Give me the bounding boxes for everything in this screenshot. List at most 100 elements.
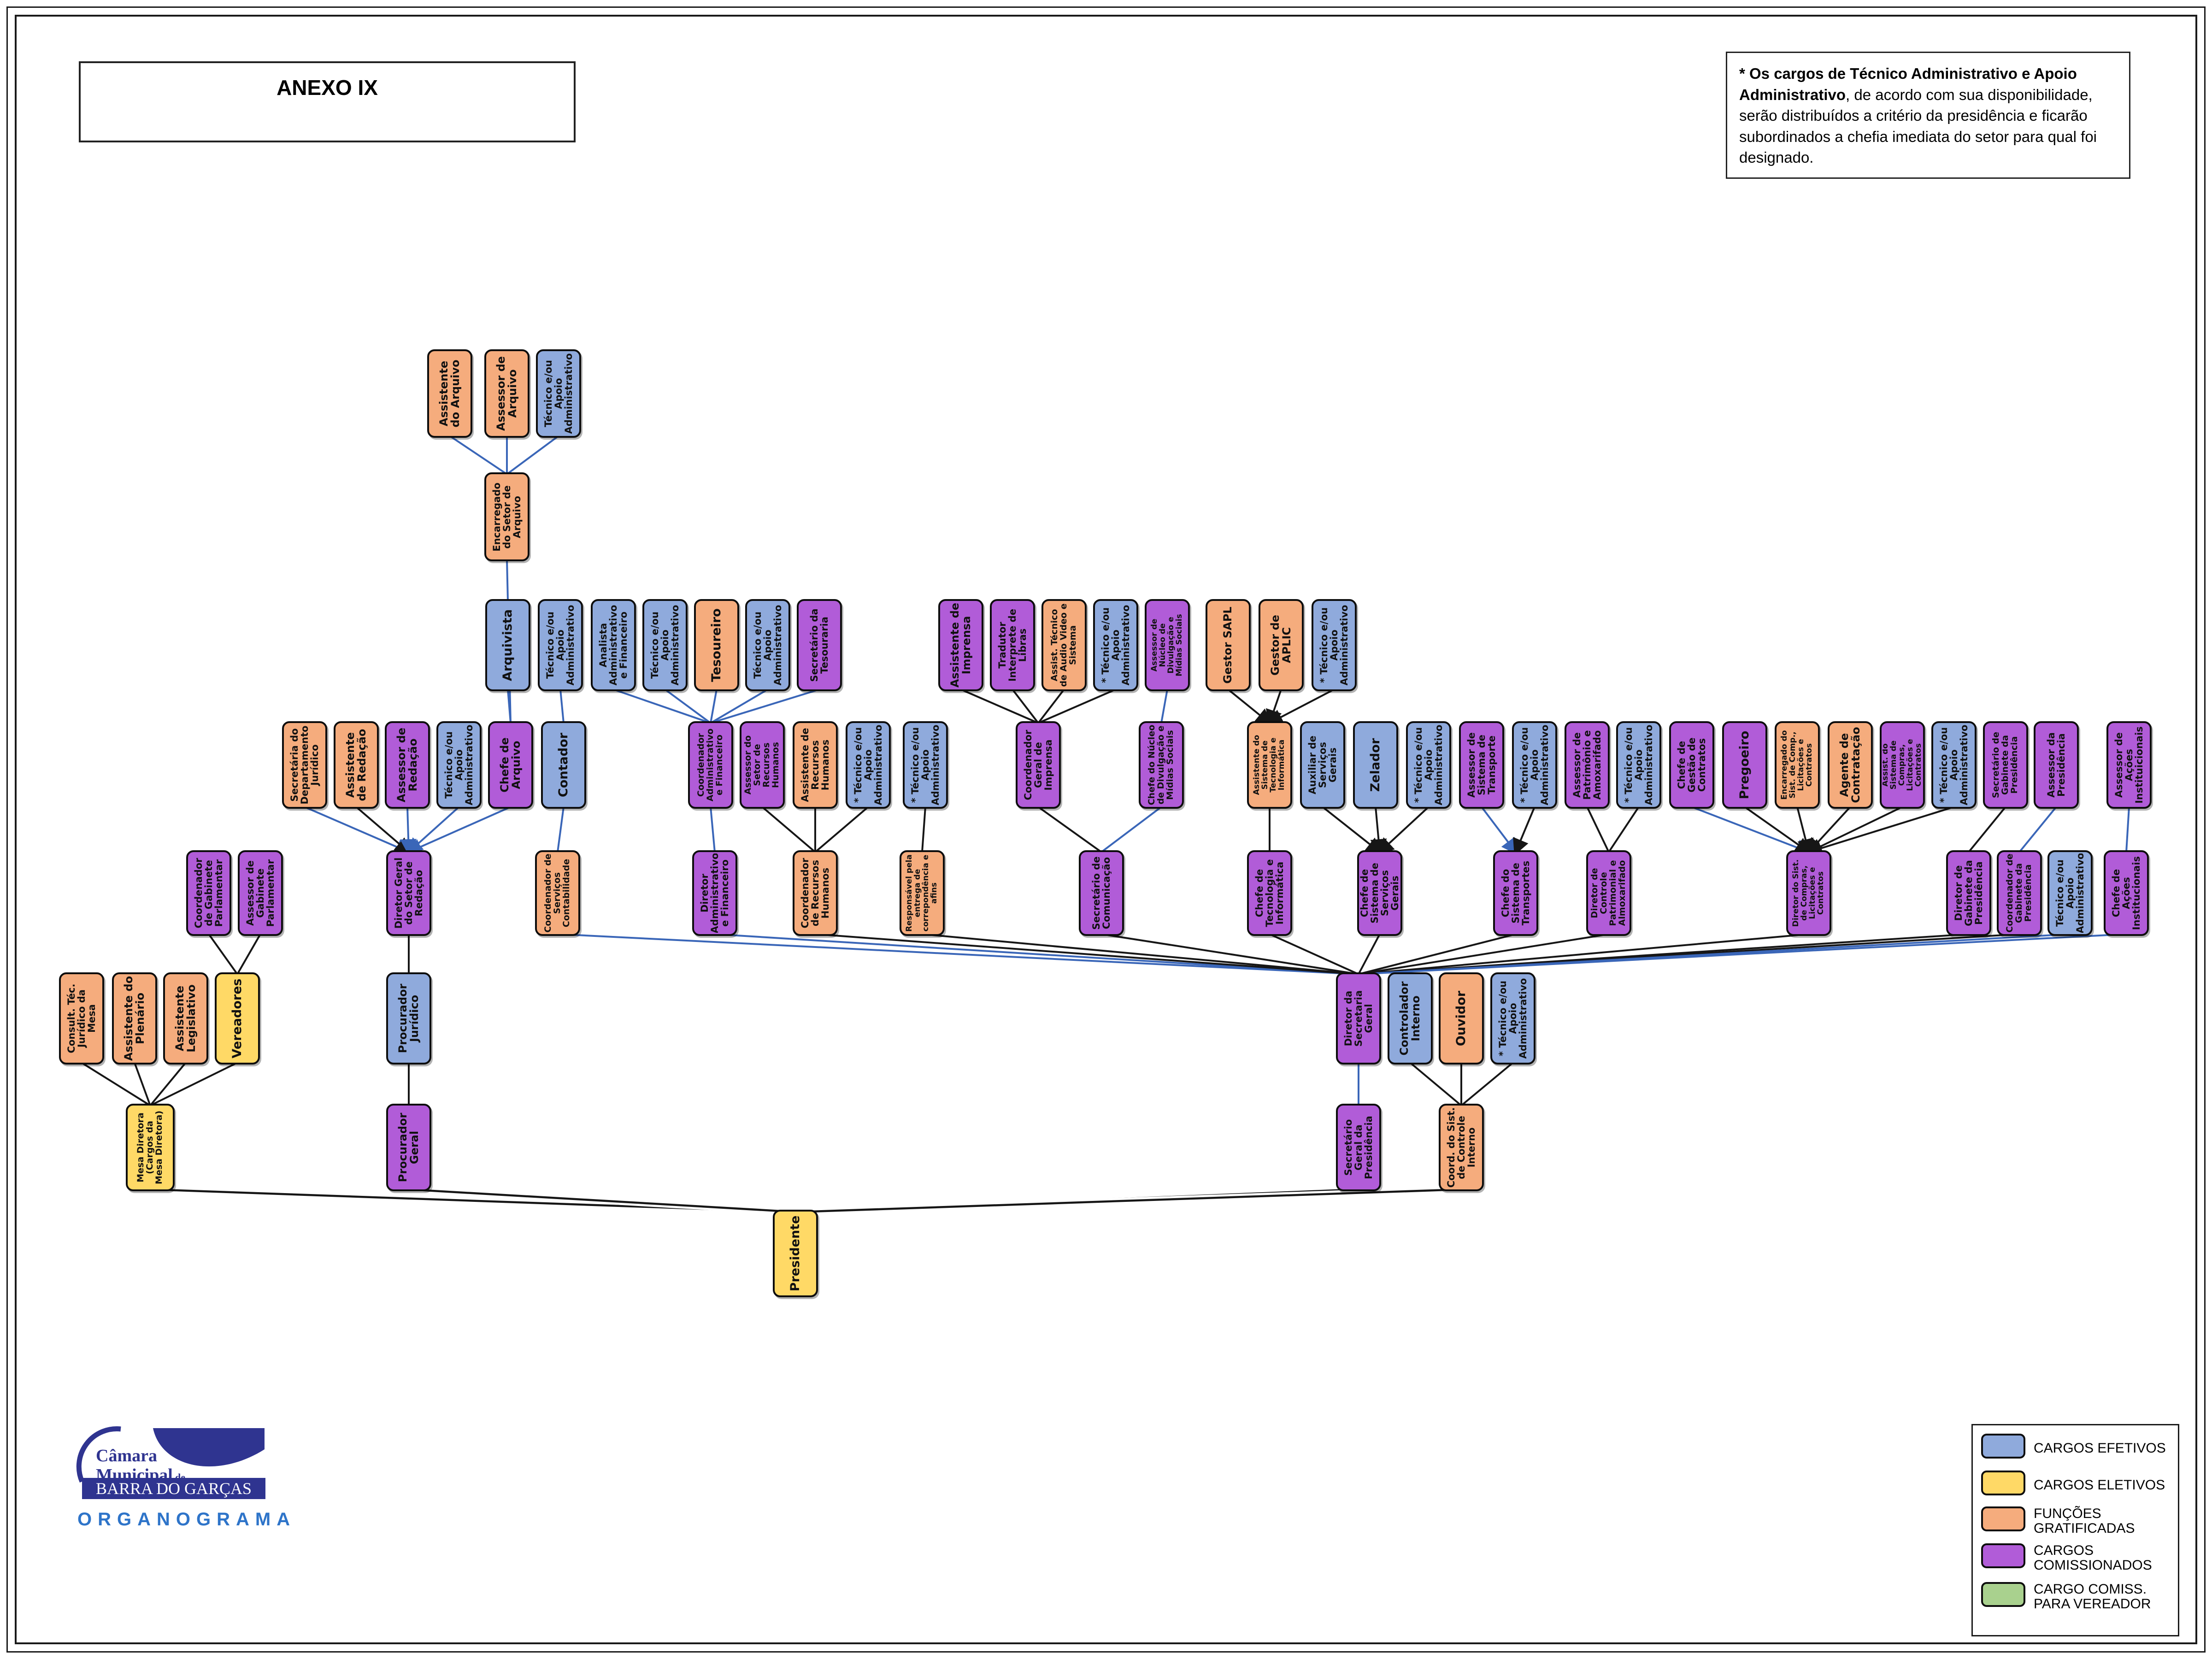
org-node-label: Vereadores: [229, 978, 244, 1059]
org-node-f2: Procurador Geral: [386, 1104, 431, 1191]
org-node-label: Assist. do Sistema de Compras, Licitaçõe…: [1883, 739, 1922, 791]
org-node-b7: Secretário da Tesouraria: [797, 599, 842, 691]
org-node-e8: Ouvidor: [1439, 972, 1484, 1065]
org-node-e4: Vereadores: [215, 972, 260, 1065]
org-node-d15: Coordenador de Gabinete da Presidência: [1997, 850, 2042, 936]
org-node-label: Assessor de Redação: [394, 727, 419, 803]
org-node-label: Chefe do Sistema de Transportes: [1500, 860, 1532, 926]
org-node-d1: Coordenador de Gabinete Parlamentar: [186, 850, 231, 936]
legend-item-comissionado: CARGOS COMISSIONADOS: [1981, 1543, 2165, 1573]
legend-label: FUNÇÕES GRATIFICADAS: [2034, 1506, 2135, 1536]
org-node-label: Técnico e/ou Apoio Administrativo: [542, 353, 575, 434]
org-node-label: Técnico e/ou Apoio Administrativo: [443, 724, 475, 806]
org-node-label: Coordenador Administrativo e Financeiro: [696, 728, 724, 802]
org-node-label: * Técnico e/ou Apoio Administrativo: [852, 724, 884, 806]
org-node-c26: Assist. do Sistema de Compras, Licitaçõe…: [1880, 721, 1925, 809]
org-node-label: Consult. Téc. Jurídico da Mesa: [65, 983, 98, 1053]
org-node-label: Tesoureiro: [709, 608, 724, 682]
org-node-d12: Diretor de Controle Patrimonial e Almoxa…: [1586, 850, 1631, 936]
org-node-label: Assistente do Arquivo: [437, 359, 462, 428]
org-node-label: Gestor de APLIC: [1268, 615, 1293, 676]
org-node-e5: Procurador Jurídico: [386, 972, 431, 1065]
org-node-label: Secretário de Comunicação: [1090, 856, 1112, 930]
org-node-c27: * Técnico e/ou Apoio Administrativo: [1931, 721, 1977, 809]
org-node-f3: Secretário Geral da Presidência: [1336, 1104, 1381, 1191]
logo-line1: Câmara: [96, 1446, 157, 1465]
org-node-c19: * Técnico e/ou Apoio Administrativo: [1512, 721, 1557, 809]
org-node-label: Assessor de Ações Instituicionais: [2113, 726, 2145, 804]
org-node-c2: Assistente de Redação: [334, 721, 379, 809]
logo-banner: BARRA DO GARÇAS: [82, 1478, 265, 1499]
org-node-label: Gestor SAPL: [1221, 606, 1235, 684]
org-node-b5: Tesoureiro: [694, 599, 739, 691]
org-node-label: Diretor Administrativo e Financeiro: [699, 853, 731, 933]
org-node-b14: Gestor de APLIC: [1259, 599, 1304, 691]
org-node-label: Assistente de Imprensa: [948, 602, 973, 688]
org-node-c1: Secretária do Departamento Jurídico: [282, 721, 327, 809]
org-node-b15: * Técnico e/ou Apoio Administrativo: [1312, 599, 1357, 691]
org-node-c25: Agente de Contratação: [1828, 721, 1873, 809]
legend-label: CARGOS EFETIVOS: [2034, 1441, 2166, 1456]
org-node-b1: Arquivista: [485, 599, 530, 691]
org-node-c23: Pregoeiro: [1722, 721, 1767, 809]
org-node-label: Chefe de Arquivo: [498, 737, 523, 793]
org-node-b8: Assistente de Imprensa: [938, 599, 983, 691]
org-node-e1: Consult. Téc. Jurídico da Mesa: [59, 972, 104, 1065]
org-node-c11: * Técnico e/ou Apoio Administrativo: [903, 721, 948, 809]
org-node-label: Analista Administrativo e Financeiro: [597, 605, 629, 686]
org-node-label: Assistente do Plenário: [122, 976, 147, 1061]
legend-swatch-eletivo: [1981, 1471, 2025, 1495]
legend-item-verde: CARGO COMISS. PARA VEREADOR: [1981, 1582, 2165, 1612]
org-node-d2: Assessor de Gabinete Parlamentar: [238, 850, 283, 936]
org-node-d17: Chefe de Ações Institucionais: [2104, 850, 2149, 936]
org-node-label: Coordenador de Recursos Humanos: [799, 858, 831, 929]
org-node-label: Pregoeiro: [1737, 730, 1752, 800]
legend-swatch-verde: [1981, 1582, 2025, 1607]
org-node-label: * Técnico e/ou Apoio Administrativo: [1938, 724, 1970, 806]
legend-item-gratificada: FUNÇÕES GRATIFICADAS: [1981, 1506, 2165, 1536]
org-node-d3: Diretor Geral do Setor de Redação: [386, 850, 431, 936]
org-node-label: Chefe de Gestão de Contratos: [1676, 737, 1708, 793]
org-node-a2: Assessor de Arquivo: [484, 349, 529, 438]
footnote-box: * Os cargos de Técnico Administrativo e …: [1726, 52, 2130, 179]
org-node-label: Assist. Técnico de Audio Video e Sistema: [1049, 603, 1078, 687]
legend-label: CARGOS ELETIVOS: [2034, 1477, 2165, 1493]
org-node-c12: Coordenador Geral de Imprensa: [1016, 721, 1061, 809]
org-node-e3: Assistente Legislativo: [163, 972, 208, 1065]
org-node-b12: Assessor de Núcleo de Divulgação e Mídia…: [1145, 599, 1190, 691]
org-node-label: Assessor de Gabinete Parlamentar: [244, 859, 276, 927]
legend-swatch-gratificada: [1981, 1506, 2025, 1531]
org-node-d14: Diretor de Gabinete da Presidência: [1946, 850, 1991, 936]
org-node-label: Secretário Geral da Presidência: [1342, 1116, 1375, 1179]
org-node-c8: Assessor do Setor de Recursos Humanos: [740, 721, 785, 809]
org-node-label: Diretor Geral do Setor de Redação: [393, 857, 425, 929]
org-node-a3: Técnico e/ou Apoio Administrativo: [536, 349, 581, 438]
org-node-c24: Encarregado do Sist. de Comp., Licitaçõe…: [1775, 721, 1820, 809]
org-node-d8: Secretário de Comunicação: [1079, 850, 1124, 936]
legend-item-eletivo: CARGOS ELETIVOS: [1981, 1471, 2165, 1500]
org-node-c13: Chefe do Núcleo de Divulgação e Mídias S…: [1139, 721, 1184, 809]
title-box: ANEXO IX: [79, 61, 576, 142]
footnote-bold: Técnico Administrativo e Apoio Administr…: [1739, 65, 2077, 103]
legend-item-efetivo: CARGOS EFETIVOS: [1981, 1434, 2166, 1463]
org-node-label: Ouvidor: [1453, 990, 1468, 1047]
legend-swatch-efetivo: [1981, 1434, 2025, 1459]
org-node-c14: Assistente do Sistema de Tecnologia e In…: [1247, 721, 1292, 809]
org-node-label: Encarregado do Sist. de Comp., Licitaçõe…: [1780, 730, 1814, 800]
org-node-f4: Coord. do Sist. de Controle Interno: [1439, 1104, 1484, 1191]
org-node-c10: * Técnico e/ou Apoio Administrativo: [846, 721, 891, 809]
org-node-p: Presidente: [773, 1210, 818, 1297]
org-node-c22: Chefe de Gestão de Contratos: [1669, 721, 1714, 809]
org-node-label: Assistente de Redação: [343, 729, 368, 801]
org-node-b3: Analista Administrativo e Financeiro: [591, 599, 636, 691]
org-node-label: * Técnico e/ou Apoio Administrativo: [1518, 724, 1551, 806]
org-node-label: Diretor de Controle Patrimonial e Almoxa…: [1589, 860, 1627, 926]
org-node-label: Técnico e/ou Apoio Administrativo: [544, 605, 577, 686]
org-node-d11: Chefe do Sistema de Transportes: [1493, 850, 1538, 936]
org-node-label: Assessor do Setor de Recursos Humanos: [743, 735, 781, 795]
org-node-label: * Técnico e/ou Apoio Administrativo: [1623, 724, 1655, 806]
org-node-label: Coordenador Geral de Imprensa: [1022, 729, 1054, 800]
org-node-label: Assistente do Sistema de Tecnologia e In…: [1252, 735, 1286, 795]
org-node-c29: Assessor da Presidência: [2034, 721, 2079, 809]
footnote-suffix: , de acordo com sua disponibilidade, ser…: [1739, 86, 2097, 166]
